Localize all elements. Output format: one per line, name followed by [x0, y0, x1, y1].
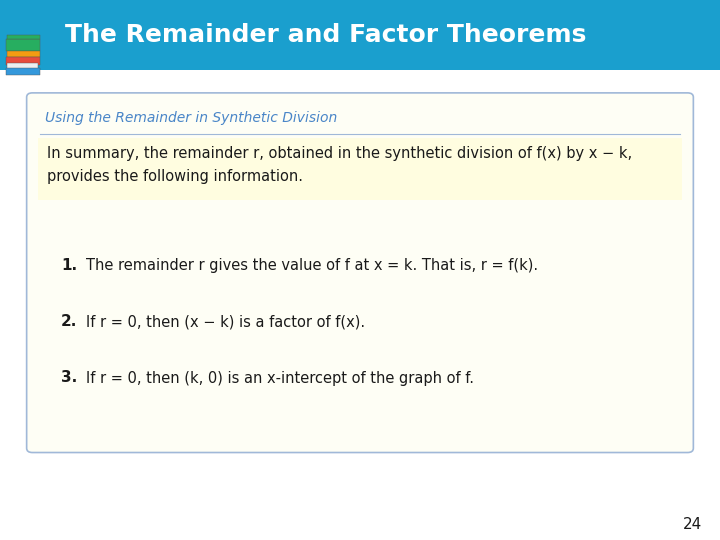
- FancyBboxPatch shape: [27, 93, 693, 453]
- Text: Using the Remainder in Synthetic Division: Using the Remainder in Synthetic Divisio…: [45, 111, 338, 125]
- Text: If r = 0, then (k, 0) is an x-intercept of the graph of f.: If r = 0, then (k, 0) is an x-intercept …: [86, 370, 474, 386]
- FancyBboxPatch shape: [6, 68, 40, 75]
- FancyBboxPatch shape: [38, 138, 682, 200]
- Text: In summary, the remainder r, obtained in the synthetic division of f(x) by x − k: In summary, the remainder r, obtained in…: [47, 146, 632, 161]
- Text: The Remainder and Factor Theorems: The Remainder and Factor Theorems: [65, 23, 586, 47]
- FancyBboxPatch shape: [6, 39, 40, 51]
- FancyBboxPatch shape: [6, 57, 40, 65]
- Text: The remainder r gives the value of f at x = k. That is, r = f(k).: The remainder r gives the value of f at …: [86, 258, 539, 273]
- FancyBboxPatch shape: [0, 0, 720, 70]
- FancyBboxPatch shape: [7, 63, 38, 69]
- FancyBboxPatch shape: [7, 51, 40, 57]
- Text: If r = 0, then (x − k) is a factor of f(x).: If r = 0, then (x − k) is a factor of f(…: [86, 314, 366, 329]
- Text: 1.: 1.: [61, 258, 77, 273]
- Text: provides the following information.: provides the following information.: [47, 169, 303, 184]
- Text: 24: 24: [683, 517, 702, 532]
- Text: 3.: 3.: [61, 370, 78, 386]
- FancyBboxPatch shape: [7, 35, 40, 39]
- Text: 2.: 2.: [61, 314, 78, 329]
